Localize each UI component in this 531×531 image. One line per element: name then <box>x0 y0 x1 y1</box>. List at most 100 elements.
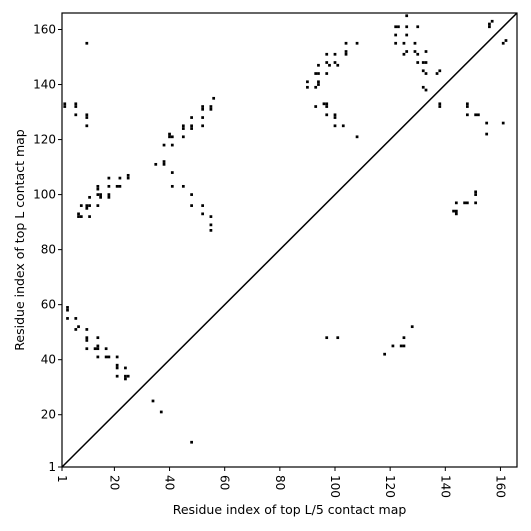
contact-cell-upper <box>209 215 213 218</box>
contact-cell-upper <box>485 132 489 136</box>
diagonal-line <box>61 12 518 468</box>
contact-cell-upper <box>344 41 348 45</box>
contact-cell-lower <box>96 347 100 351</box>
contact-cell-upper <box>96 187 100 191</box>
contact-cell-upper <box>190 193 193 196</box>
contact-cell-upper <box>74 113 78 117</box>
contact-cell-upper <box>212 96 216 100</box>
contact-cell-lower <box>115 363 119 367</box>
contact-cell-lower <box>104 347 108 351</box>
contact-cell-lower <box>85 336 89 340</box>
contact-cell-upper <box>416 61 420 64</box>
contact-cell-upper <box>402 41 406 45</box>
contact-cell-upper <box>181 124 185 128</box>
contact-cell-upper <box>201 212 205 216</box>
contact-cell-upper <box>162 143 166 147</box>
contact-cell-upper <box>405 25 409 29</box>
contact-cell-upper <box>74 102 78 106</box>
contact-cell-upper <box>355 41 359 45</box>
contact-cell-lower <box>66 317 69 320</box>
x-tick-label: 160 <box>493 475 507 498</box>
contact-cell-upper <box>79 215 83 218</box>
contact-cell-upper <box>154 162 158 166</box>
contact-cell-upper <box>421 85 425 89</box>
contact-cell-lower <box>402 336 406 340</box>
contact-cell-upper <box>416 52 420 56</box>
contact-cell-upper <box>306 80 309 84</box>
contact-cell-lower <box>124 377 127 381</box>
contact-cell-upper <box>424 50 428 53</box>
contact-cell-lower <box>383 352 387 356</box>
contact-cell-upper <box>181 184 185 188</box>
contact-cell-upper <box>168 132 171 136</box>
contact-cell-upper <box>162 162 166 166</box>
contact-cell-upper <box>314 105 318 108</box>
contact-cell-upper <box>107 184 111 188</box>
contact-cell-lower <box>107 355 111 359</box>
contact-cell-upper <box>209 105 213 108</box>
contact-cell-lower <box>104 355 108 359</box>
x-tick-label: 120 <box>383 475 397 498</box>
contact-cell-upper <box>85 204 89 207</box>
contact-cell-upper <box>328 63 331 67</box>
contact-cell-upper <box>413 41 417 45</box>
contact-cell-lower <box>190 440 193 444</box>
contact-cell-lower <box>115 374 119 378</box>
contact-cell-upper <box>501 121 505 125</box>
contact-cell-lower <box>151 399 155 403</box>
contact-cell-upper <box>74 105 78 108</box>
contact-cell-lower <box>391 344 395 348</box>
contact-cell-upper <box>107 193 111 196</box>
contact-cell-lower <box>74 317 78 320</box>
contact-cell-upper <box>96 204 100 207</box>
contact-cell-upper <box>416 25 420 29</box>
contact-cell-upper <box>477 113 480 117</box>
contact-cell-upper <box>465 113 469 117</box>
contact-cell-upper <box>325 113 329 117</box>
contact-cell-upper <box>336 63 340 67</box>
y-tick-label: 80 <box>41 243 56 257</box>
contact-cell-lower <box>66 306 69 309</box>
contact-cell-upper <box>501 41 505 45</box>
contact-cell-upper <box>170 184 174 188</box>
contact-cell-upper <box>424 88 428 92</box>
contact-cell-upper <box>306 85 309 89</box>
contact-cell-upper <box>474 193 478 196</box>
contact-cell-upper <box>394 33 398 37</box>
contact-cell-upper <box>190 124 193 128</box>
contact-cell-upper <box>421 61 425 64</box>
contact-cell-lower <box>402 344 406 348</box>
contact-cell-upper <box>454 212 458 216</box>
y-tick-label: 60 <box>41 298 56 312</box>
contact-cell-upper <box>201 116 205 119</box>
contact-cell-upper <box>333 116 337 119</box>
contact-cell-upper <box>394 25 398 29</box>
contact-cell-upper <box>190 127 193 130</box>
contact-cell-upper <box>201 107 205 111</box>
contact-cell-lower <box>93 347 97 351</box>
contact-cell-upper <box>88 215 91 218</box>
contact-cell-upper <box>115 184 119 188</box>
contact-cell-upper <box>333 61 337 64</box>
contact-cell-upper <box>333 113 337 117</box>
contact-cell-upper <box>355 135 359 139</box>
x-tick-label: 80 <box>273 475 287 490</box>
contact-cell-upper <box>438 105 442 108</box>
contact-cell-upper <box>465 102 469 106</box>
contact-cell-upper <box>85 124 89 128</box>
contact-cell-upper <box>201 124 205 128</box>
contact-cell-upper <box>99 193 102 196</box>
contact-cell-upper <box>314 85 318 89</box>
contact-cell-upper <box>344 52 348 56</box>
contact-cell-lower <box>74 328 78 331</box>
contact-cell-upper <box>405 14 409 18</box>
contact-cell-upper <box>118 184 122 188</box>
contact-cell-upper <box>504 39 508 42</box>
contact-cell-upper <box>325 72 329 75</box>
contact-cell-upper <box>341 124 345 128</box>
contact-cell-upper <box>424 72 428 75</box>
contact-cell-upper <box>118 176 122 180</box>
y-axis-label: Residue index of top L contact map <box>12 129 27 350</box>
contact-cell-upper <box>79 204 83 207</box>
